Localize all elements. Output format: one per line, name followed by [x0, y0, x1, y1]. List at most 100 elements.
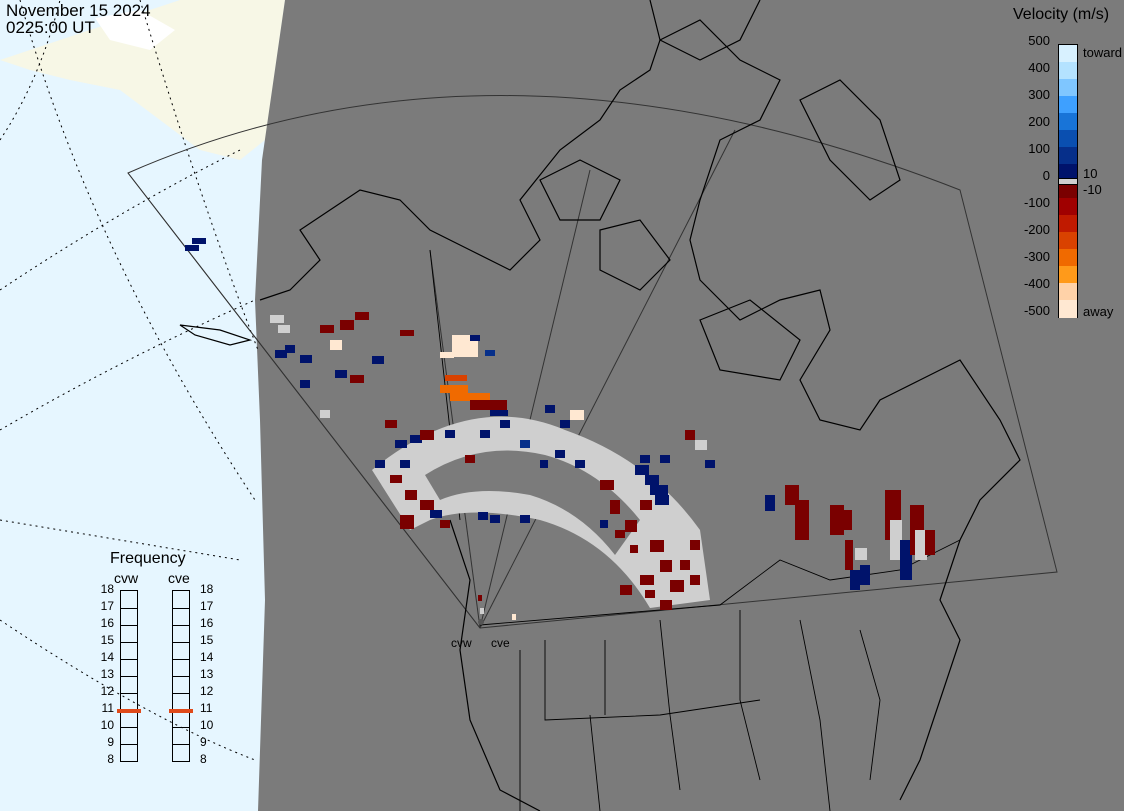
- colorbar-swatch: [1059, 130, 1077, 148]
- colorbar-zero-band: [1059, 178, 1077, 185]
- velocity-cell: [420, 430, 434, 440]
- velocity-cell: [610, 470, 620, 478]
- colorbar-swatch: [1059, 283, 1077, 301]
- frequency-tick-label: 13: [200, 667, 214, 681]
- velocity-cell: [645, 590, 655, 598]
- velocity-cell: [395, 440, 407, 448]
- velocity-cell: [685, 430, 695, 440]
- velocity-cell: [900, 540, 912, 580]
- frequency-gridline: [121, 608, 137, 609]
- velocity-cell: [478, 595, 482, 601]
- freq-radar-cvw: cvw: [114, 570, 139, 586]
- velocity-cell: [695, 440, 707, 450]
- velocity-cell: [300, 380, 310, 388]
- velocity-colorbar: [1058, 44, 1078, 318]
- frequency-scale-cve: [172, 590, 190, 762]
- velocity-cell: [570, 410, 584, 420]
- velocity-cell: [640, 500, 652, 510]
- velocity-cell: [445, 375, 467, 381]
- frequency-tick-label: 15: [200, 633, 214, 647]
- velocity-cell: [660, 455, 670, 463]
- velocity-cell: [600, 520, 608, 528]
- frequency-gridline: [173, 693, 189, 694]
- velocity-cell: [320, 410, 330, 418]
- velocity-cell: [185, 245, 199, 251]
- colorbar-tick-label: 400: [1028, 60, 1050, 75]
- velocity-cell: [480, 608, 484, 614]
- velocity-cell: [285, 345, 295, 353]
- velocity-cell: [840, 510, 852, 530]
- daylit-land: [0, 0, 285, 160]
- toward-label: toward: [1083, 45, 1123, 60]
- velocity-cell: [575, 460, 585, 468]
- velocity-cell: [400, 460, 410, 468]
- velocity-cell: [390, 475, 402, 483]
- small-tick-pos: 10: [1083, 166, 1098, 181]
- frequency-tick-label: 18: [200, 582, 214, 596]
- velocity-cell: [520, 515, 530, 523]
- velocity-cell: [490, 410, 508, 416]
- colorbar-swatch: [1059, 266, 1077, 284]
- velocity-cell: [440, 520, 450, 528]
- colorbar-swatch: [1059, 198, 1077, 216]
- velocity-cell: [690, 575, 700, 585]
- night-region: [255, 0, 1124, 811]
- velocity-cell: [372, 356, 384, 364]
- velocity-cell: [440, 352, 454, 358]
- velocity-cell: [660, 560, 672, 572]
- coastlines: [179, 0, 1021, 811]
- velocity-cell: [470, 400, 500, 410]
- velocity-cell: [545, 405, 555, 413]
- velocity-cell: [450, 393, 490, 401]
- velocity-cells: [185, 238, 935, 620]
- velocity-cell: [520, 440, 530, 448]
- frequency-tick-label: 10: [100, 718, 114, 732]
- velocity-cell: [600, 480, 614, 490]
- colorbar-swatch: [1059, 300, 1077, 318]
- velocity-cell: [385, 420, 397, 428]
- velocity-cell: [690, 540, 700, 550]
- frequency-gridline: [173, 608, 189, 609]
- velocity-cell: [270, 315, 284, 323]
- frequency-tick-label: 11: [101, 701, 114, 715]
- frequency-gridline: [121, 693, 137, 694]
- colorbar-tick-label: 300: [1028, 87, 1050, 102]
- radar-site-marker: [478, 619, 484, 625]
- velocity-cell: [400, 330, 414, 336]
- colorbar-swatch: [1059, 62, 1077, 80]
- velocity-cell: [850, 570, 860, 590]
- velocity-cell: [610, 500, 620, 514]
- ice-patch: [95, 10, 175, 50]
- velocity-cell: [495, 400, 507, 412]
- velocity-cell: [640, 575, 654, 585]
- frequency-tick-label: 10: [200, 718, 214, 732]
- velocity-cell: [615, 530, 625, 538]
- velocity-cell: [320, 325, 334, 333]
- velocity-cell: [925, 530, 935, 555]
- frequency-tick-label: 12: [100, 684, 114, 698]
- frequency-tick-label: 9: [200, 735, 207, 749]
- frequency-gridline: [121, 744, 137, 745]
- frequency-gridline: [121, 727, 137, 728]
- colorbar-swatch: [1059, 181, 1077, 199]
- velocity-cell: [405, 490, 417, 500]
- frequency-gridline: [173, 625, 189, 626]
- velocity-cell: [765, 495, 775, 511]
- velocity-legend-title: Velocity (m/s): [1013, 6, 1110, 23]
- frequency-tick-label: 13: [100, 667, 114, 681]
- frequency-tick-label: 18: [100, 582, 114, 596]
- frequency-gridline: [121, 642, 137, 643]
- velocity-cell: [705, 460, 715, 468]
- colorbar-swatch: [1059, 232, 1077, 250]
- velocity-cell: [795, 500, 809, 540]
- frequency-scale-cvw: [120, 590, 138, 762]
- velocity-cell: [420, 500, 434, 510]
- frequency-gridline: [173, 642, 189, 643]
- colorbar-tick-label: -500: [1023, 303, 1050, 318]
- velocity-cell: [625, 520, 637, 532]
- velocity-cell: [375, 460, 385, 468]
- colorbar-swatch: [1059, 164, 1077, 182]
- frequency-tick-label: 16: [100, 616, 114, 630]
- velocity-cell: [670, 580, 684, 592]
